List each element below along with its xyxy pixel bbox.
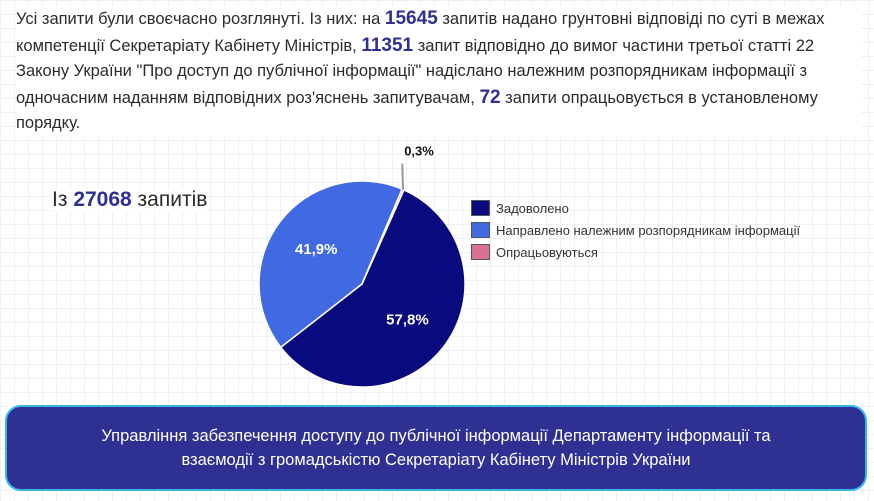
intro-paragraph: Усі запити були своєчасно розглянуті. Із… xyxy=(16,6,861,137)
footer-banner: Управління забезпечення доступу до публі… xyxy=(5,405,867,491)
pie-slice-forwarded xyxy=(258,180,404,349)
banner-line-2: взаємодії з громадськістю Секретаріату К… xyxy=(181,451,691,469)
intro-text-3: запит відповідно до вимог частини третьо… xyxy=(16,36,815,107)
count-substantive-answers: 15645 xyxy=(384,8,438,29)
legend-item-satisfied: Задоволено xyxy=(471,197,800,219)
count-forwarded: 11351 xyxy=(361,34,414,56)
total-suffix: запитів xyxy=(131,188,208,211)
pie-leader-line xyxy=(401,163,405,190)
count-in-progress: 72 xyxy=(479,86,501,108)
pie-label-satisfied: 57,8% xyxy=(386,312,429,329)
intro-text-1: Усі запити були своєчасно розглянуті. Із… xyxy=(16,10,385,28)
legend-label: Опрацьовуються xyxy=(496,244,598,260)
pie-label-in-progress: 0,3% xyxy=(404,144,434,159)
legend-item-forwarded: Направлено належним розпорядникам інформ… xyxy=(471,219,800,241)
banner-line-1: Управління забезпечення доступу до публі… xyxy=(101,427,771,445)
total-number: 27068 xyxy=(73,188,132,211)
intro-text-2: запитів надано грунтовні відповіді по су… xyxy=(16,10,825,55)
legend-item-in-progress: Опрацьовуються xyxy=(471,241,800,263)
intro-text-4: запити опрацьовується в установленому по… xyxy=(16,88,818,133)
legend-label: Направлено належним розпорядникам інформ… xyxy=(496,222,801,238)
legend-label: Задоволено xyxy=(496,200,569,216)
total-requests: Із 27068 запитів xyxy=(52,188,208,212)
legend-swatch xyxy=(471,200,490,216)
total-prefix: Із xyxy=(52,188,74,211)
pie-slice-satisfied xyxy=(279,188,466,388)
legend-swatch xyxy=(471,222,490,238)
chart-legend: Задоволено Направлено належним розпорядн… xyxy=(471,197,800,263)
legend-swatch xyxy=(471,244,490,260)
pie-label-forwarded: 41,9% xyxy=(295,241,338,258)
